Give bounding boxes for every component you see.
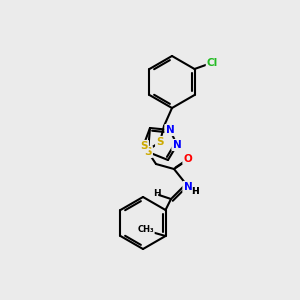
Text: N: N [184, 182, 192, 192]
Text: S: S [156, 137, 164, 147]
Text: S: S [156, 137, 164, 147]
Text: S: S [140, 141, 148, 151]
Text: S: S [140, 141, 148, 151]
Text: H: H [191, 188, 199, 196]
Text: H: H [153, 190, 161, 199]
Text: N: N [172, 140, 182, 150]
Text: N: N [172, 140, 182, 150]
Text: N: N [166, 125, 174, 135]
Text: CH₃: CH₃ [137, 224, 154, 233]
Text: O: O [184, 154, 192, 164]
Text: S: S [144, 147, 152, 157]
Text: Cl: Cl [207, 58, 218, 68]
Text: O: O [184, 154, 192, 164]
Text: S: S [144, 147, 152, 157]
Text: N: N [166, 125, 174, 135]
Text: N: N [184, 182, 192, 192]
Text: Cl: Cl [207, 58, 218, 68]
Text: H: H [191, 188, 199, 196]
